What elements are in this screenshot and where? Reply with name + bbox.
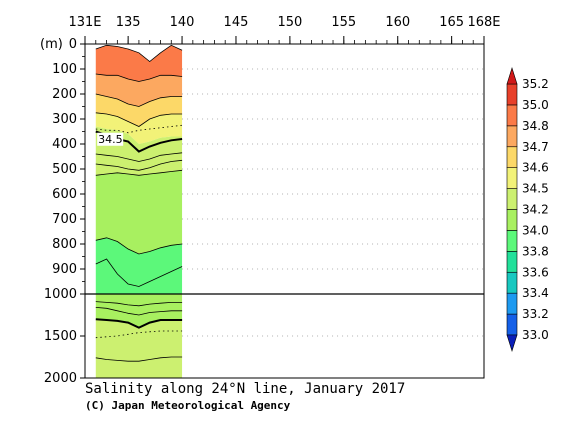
y-tick-label: 400 bbox=[52, 137, 77, 152]
colorbar-label: 33.8 bbox=[522, 244, 549, 258]
colorbar-box bbox=[506, 271, 518, 294]
contour-line-34.5 bbox=[95, 318, 183, 329]
colorbar-high-arrow bbox=[506, 66, 518, 85]
x-tick-label: 145 bbox=[224, 15, 249, 30]
contour-line-34.3 bbox=[95, 301, 183, 307]
y-tick-label: 900 bbox=[52, 262, 77, 277]
colorbar-label: 34.6 bbox=[522, 161, 549, 175]
colorbar-label: 34.7 bbox=[522, 140, 549, 154]
contour-line-34.7 bbox=[95, 93, 183, 107]
x-tick-label: 150 bbox=[277, 15, 302, 30]
contour-line-34.55 bbox=[95, 124, 183, 134]
contour-line-34.3 bbox=[95, 159, 183, 171]
y-tick-label: 500 bbox=[52, 162, 77, 177]
colorbar-box bbox=[506, 83, 518, 106]
contour-line-34.6 bbox=[95, 112, 183, 127]
credit-text: (C) Japan Meteorological Agency bbox=[85, 399, 291, 412]
colorbar-label: 33.4 bbox=[522, 286, 549, 300]
colorbar-label: 33.0 bbox=[522, 328, 549, 342]
salinity-band-34.0 bbox=[95, 237, 183, 294]
y-tick-label: 2000 bbox=[44, 371, 77, 386]
salinity-band-35.0 bbox=[95, 45, 183, 82]
contour-label: 34.5 bbox=[98, 133, 123, 146]
colorbar-box bbox=[506, 292, 518, 315]
colorbar-label: 35.2 bbox=[522, 77, 549, 91]
y-tick-label: 200 bbox=[52, 87, 77, 102]
salinity-band-34.8 bbox=[95, 74, 183, 107]
colorbar-low-arrow bbox=[506, 334, 518, 353]
contour-line-34.6 bbox=[95, 356, 183, 362]
chart-title: Salinity along 24°N line, January 2017 bbox=[85, 381, 405, 397]
x-tick-label: 165 bbox=[439, 15, 464, 30]
contour-line-34.1 bbox=[95, 258, 183, 287]
contour-layer: 34.5 bbox=[95, 44, 183, 362]
y-tick-label: 1000 bbox=[44, 287, 77, 302]
colorbar-box bbox=[506, 209, 518, 231]
x-tick-label: 155 bbox=[331, 15, 356, 30]
x-tick-label: 135 bbox=[116, 15, 141, 30]
contour-line-34.2 bbox=[95, 169, 183, 176]
colorbar-label: 34.8 bbox=[522, 119, 549, 133]
x-tick-label: 131E bbox=[68, 15, 101, 30]
y-tick-label: 700 bbox=[52, 212, 77, 227]
colorbar-label: 33.2 bbox=[522, 307, 549, 321]
contour-line-34.4 bbox=[95, 152, 183, 162]
y-tick-label: 600 bbox=[52, 187, 77, 202]
axis-layer: 131E 135 140 145 150 155 160 165 168E 0 100 200 300 4… bbox=[44, 15, 501, 386]
colorbar-box bbox=[506, 313, 518, 336]
colorbar-box bbox=[506, 251, 518, 273]
y-tick-label: 100 bbox=[52, 62, 77, 77]
grid-layer bbox=[85, 68, 484, 337]
salinity-band-34.7 bbox=[95, 94, 183, 127]
colorbar-box bbox=[506, 188, 518, 210]
colorbar-box bbox=[506, 125, 518, 148]
salinity-band-34.6 bbox=[95, 112, 183, 144]
colorbar-label: 34.5 bbox=[522, 182, 549, 196]
salinity-band-34.2 bbox=[95, 170, 183, 254]
colorbar-label: 33.6 bbox=[522, 265, 549, 279]
colorbar-box bbox=[506, 104, 518, 127]
plot-frame bbox=[84, 43, 485, 379]
contour-label-bg bbox=[97, 132, 124, 146]
colorbar-box bbox=[506, 146, 518, 168]
colorbar-label: 34.0 bbox=[522, 223, 549, 237]
salinity-fill-layer bbox=[95, 44, 183, 378]
contour-line-34.8 bbox=[95, 73, 183, 82]
y-tick-label: 1500 bbox=[44, 329, 77, 344]
colorbar-label: 35.0 bbox=[522, 98, 549, 112]
colorbar-box bbox=[506, 230, 518, 252]
x-tick-label: 160 bbox=[385, 15, 410, 30]
contour-line-34.0 bbox=[95, 237, 183, 255]
salinity-band-34.5 bbox=[95, 319, 183, 378]
contour-line-34.55 bbox=[95, 330, 183, 339]
x-tick-label: 168E bbox=[467, 15, 500, 30]
y-tick-label: 300 bbox=[52, 112, 77, 127]
contour-line-34.4 bbox=[95, 307, 183, 316]
y-tick-label: 0 bbox=[69, 37, 77, 52]
colorbar-label: 34.2 bbox=[522, 203, 549, 217]
contour-line-35.0 bbox=[95, 44, 183, 63]
y-unit-label: (m) bbox=[40, 37, 63, 52]
colorbar: 33.0 33.2 33.4 33.6 33.8 34.0 34.2 34.5 34.6 34.7… bbox=[506, 66, 549, 353]
colorbar-box bbox=[506, 167, 518, 189]
y-tick-label: 800 bbox=[52, 237, 77, 252]
x-tick-label: 140 bbox=[170, 15, 195, 30]
